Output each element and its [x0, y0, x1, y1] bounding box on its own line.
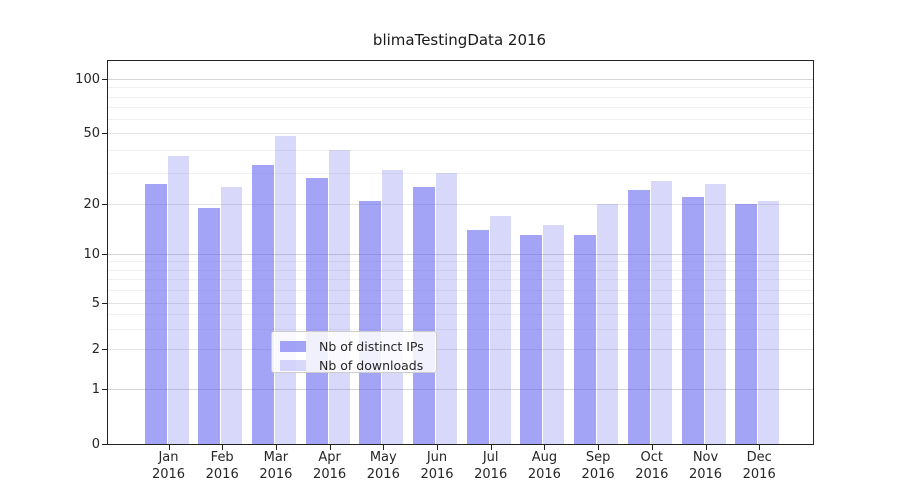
- bar-downloads-feb: [221, 186, 243, 444]
- gridline-y-60: [108, 118, 813, 120]
- gridline-y-90: [108, 87, 813, 89]
- bar-distinct-ips-mar: [251, 165, 274, 444]
- x-tick-label: Jun 2016: [420, 450, 454, 482]
- y-tick-label: 100: [75, 72, 100, 88]
- gridline-y-8: [108, 269, 813, 271]
- x-tick-mark: [759, 445, 761, 450]
- gridline-y-70: [108, 106, 813, 108]
- y-tick-label: 2: [91, 342, 100, 358]
- bar-downloads-oct: [650, 180, 672, 444]
- chart-title: blimaTestingData 2016: [372, 31, 547, 49]
- bar-downloads-mar: [274, 135, 296, 444]
- x-tick-label: Apr 2016: [313, 450, 347, 482]
- y-tick-label: 50: [83, 125, 100, 141]
- y-tick-mark: [102, 204, 107, 206]
- gridline-y-2: [108, 349, 813, 351]
- x-tick-label: Jan 2016: [151, 450, 186, 482]
- bar-distinct-ips-jan: [144, 183, 167, 444]
- plot-area: 0 1 2 5 10 20 50 100 Jan 2016 Feb 2016 Mar 2016 Apr 201…: [75, 60, 814, 482]
- gridline-y-9: [108, 261, 813, 263]
- gridline-y-80: [108, 96, 813, 98]
- legend-swatch: [280, 340, 306, 352]
- bar-distinct-ips-feb: [198, 208, 221, 444]
- bar-distinct-ips-jul: [466, 229, 489, 444]
- bar-distinct-ips-aug: [520, 235, 543, 444]
- x-tick-label: Mar 2016: [259, 450, 293, 482]
- bar-downloads-nov: [704, 183, 726, 444]
- bar-downloads-sep: [597, 204, 619, 444]
- y-tick-mark: [102, 79, 107, 81]
- y-tick-label: 20: [83, 197, 100, 213]
- gridline-y-5: [108, 302, 813, 304]
- gridline-y-40: [108, 150, 813, 152]
- x-tick-mark: [598, 445, 600, 450]
- y-tick-label: 10: [83, 247, 100, 262]
- y-tick-label: 1: [91, 382, 100, 398]
- gridline-y-30: [108, 172, 813, 174]
- y-tick-mark: [102, 302, 107, 304]
- bar-distinct-ips-jun: [413, 186, 435, 444]
- gridline-y-4: [108, 314, 813, 315]
- gridline-y-50: [108, 132, 813, 134]
- gridline-y-10: [108, 254, 813, 255]
- x-tick-mark: [651, 445, 653, 450]
- gridline-y-3: [108, 328, 813, 330]
- x-tick-label: Feb 2016: [205, 450, 239, 482]
- y-tick-label: 0: [91, 437, 100, 453]
- legend: Nb of distinct IPs Nb of downloads: [271, 331, 437, 373]
- x-tick-label: Sep 2016: [581, 450, 615, 482]
- y-tick-mark: [102, 349, 107, 351]
- bar-distinct-ips-apr: [305, 178, 328, 444]
- x-tick-mark: [437, 445, 438, 450]
- gridline-y-1: [108, 389, 813, 391]
- x-tick-label: Oct 2016: [635, 450, 669, 482]
- x-tick-mark: [222, 445, 224, 450]
- bar-distinct-ips-may: [359, 200, 382, 444]
- x-tick-mark: [705, 445, 707, 450]
- y-tick-mark: [102, 389, 107, 391]
- bar-downloads-jun: [436, 172, 457, 444]
- x-tick-mark: [329, 445, 331, 450]
- bar-distinct-ips-dec: [735, 204, 758, 444]
- x-tick-mark: [275, 445, 277, 450]
- bar-downloads-jul: [489, 216, 511, 444]
- bar-downloads-may: [382, 170, 404, 444]
- bar-distinct-ips-nov: [681, 196, 704, 444]
- bar-downloads-jan: [167, 156, 189, 444]
- gridline-y-100: [108, 79, 813, 81]
- legend-label: Nb of downloads: [319, 357, 424, 373]
- y-tick-label: 5: [91, 295, 100, 311]
- x-tick-label: Nov 2016: [688, 450, 723, 482]
- x-tick-mark: [490, 445, 492, 450]
- x-tick-label: May 2016: [366, 450, 400, 482]
- x-tick-label: Jul 2016: [474, 450, 508, 482]
- gridline-y-7: [108, 279, 813, 281]
- y-tick-mark: [102, 444, 107, 446]
- bar-downloads-dec: [758, 200, 780, 444]
- bar-distinct-ips-sep: [574, 235, 597, 444]
- legend-label: Nb of distinct IPs: [319, 338, 424, 354]
- legend-swatch: [280, 359, 306, 371]
- y-tick-mark: [102, 132, 107, 134]
- gridline-y-6: [108, 289, 813, 291]
- x-tick-mark: [383, 445, 385, 450]
- bar-distinct-ips-oct: [627, 190, 650, 444]
- y-tick-mark: [102, 254, 107, 255]
- bar-downloads-apr: [328, 150, 350, 444]
- x-tick-mark: [168, 445, 170, 450]
- x-tick-label: Aug 2016: [527, 450, 561, 482]
- legend-item: Nb of downloads: [280, 357, 432, 373]
- x-tick-mark: [544, 445, 546, 450]
- gridline-y-20: [108, 204, 813, 206]
- bar-downloads-aug: [543, 224, 565, 444]
- x-tick-label: Dec 2016: [742, 450, 776, 482]
- legend-item: Nb of distinct IPs: [280, 338, 432, 354]
